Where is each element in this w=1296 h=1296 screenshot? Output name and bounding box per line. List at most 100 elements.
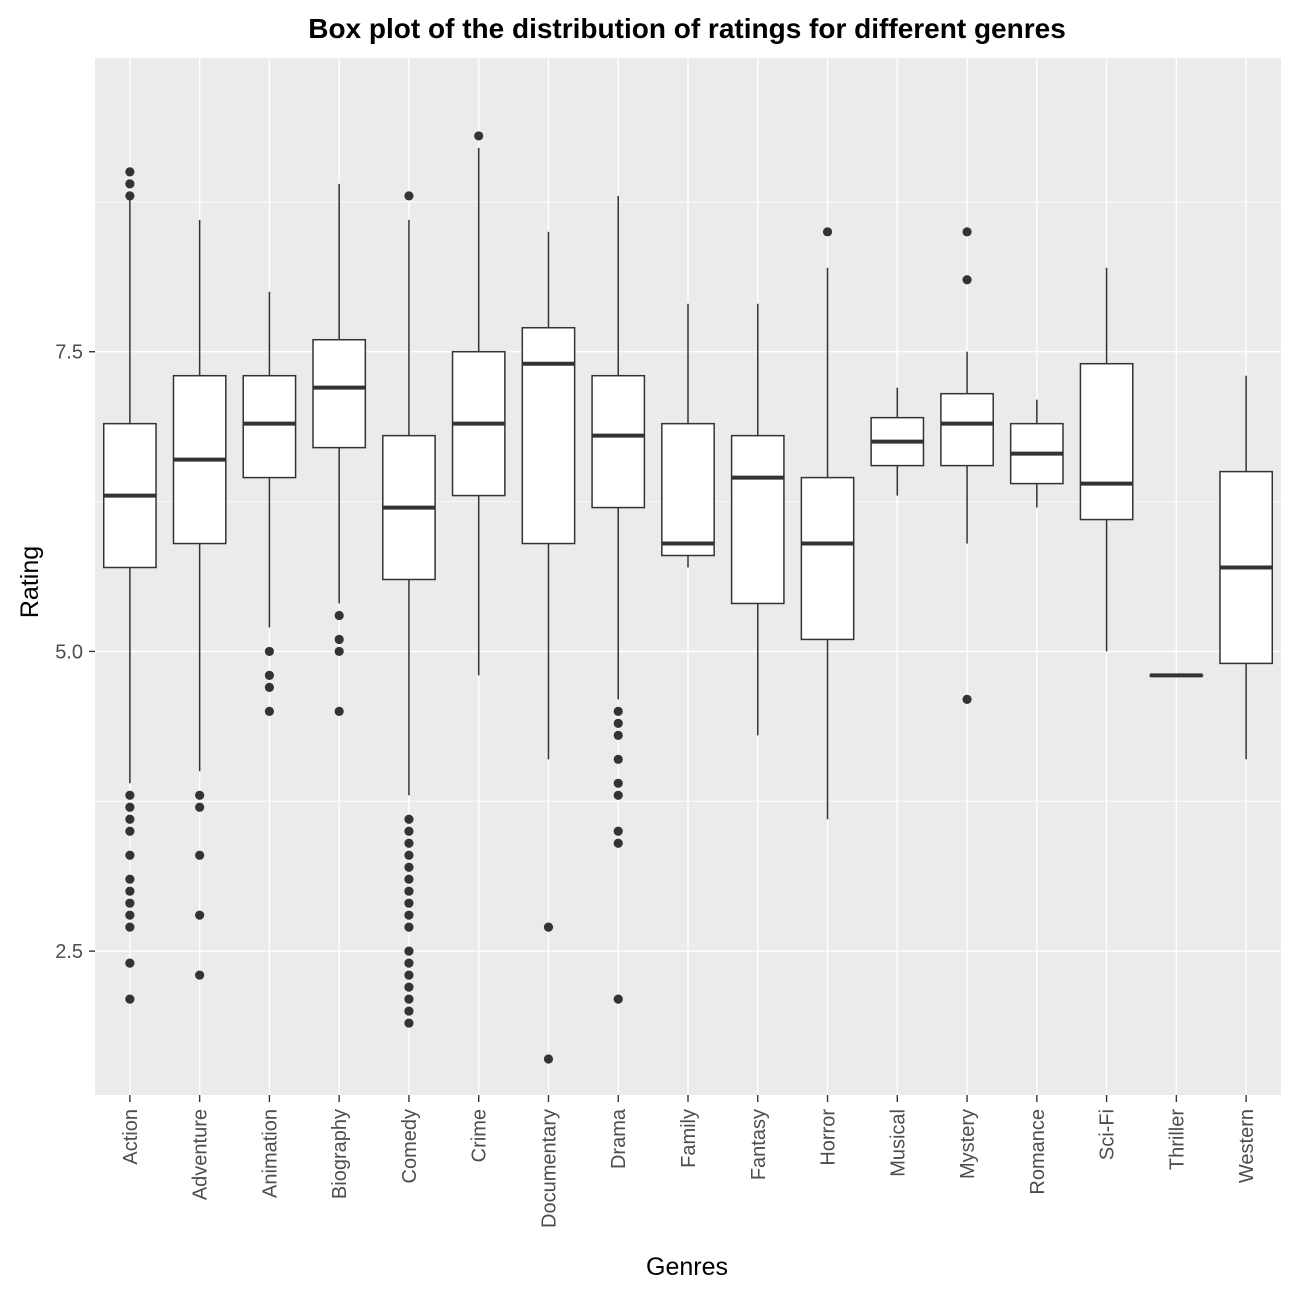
outlier-point xyxy=(125,898,135,908)
boxes-layer xyxy=(102,131,1274,1064)
outlier-point xyxy=(195,970,205,980)
iqr-box xyxy=(242,374,297,479)
x-tick-label: Mystery xyxy=(957,1109,979,1179)
box-family xyxy=(661,303,715,568)
x-tick-label: Romance xyxy=(1027,1109,1049,1195)
outlier-point xyxy=(404,922,414,932)
outlier-point xyxy=(404,910,414,920)
iqr-box xyxy=(591,374,646,509)
outlier-point xyxy=(613,778,623,788)
outlier-point xyxy=(543,922,554,932)
outlier-point xyxy=(962,694,972,704)
outlier-point xyxy=(404,898,414,908)
outlier-point xyxy=(613,718,623,728)
y-axis-title: Rating xyxy=(16,546,44,618)
y-axis: 2.5 5.0 7.5 xyxy=(55,342,95,963)
outlier-point xyxy=(613,790,623,800)
chart-title: Box plot of the distribution of ratings … xyxy=(308,13,1066,44)
outlier-point xyxy=(822,227,833,237)
outlier-point xyxy=(404,862,414,872)
outlier-point xyxy=(404,946,414,956)
x-tick-label: Musical xyxy=(887,1109,909,1177)
box-action xyxy=(102,167,157,1004)
x-tick-label: Crime xyxy=(469,1109,491,1162)
x-tick-label: Adventure xyxy=(190,1109,212,1200)
iqr-box xyxy=(312,338,367,449)
outlier-point xyxy=(404,982,414,992)
outlier-point xyxy=(334,706,344,716)
outlier-point xyxy=(404,850,414,860)
outlier-point xyxy=(404,1018,414,1028)
x-tick-label: Family xyxy=(678,1109,700,1168)
box-horror xyxy=(800,227,855,820)
outlier-point xyxy=(195,802,205,812)
box-sci-fi xyxy=(1079,267,1134,652)
outlier-point xyxy=(125,922,135,932)
outlier-point xyxy=(404,191,414,201)
outlier-point xyxy=(125,814,135,824)
iqr-box xyxy=(521,326,576,545)
box-mystery xyxy=(940,227,994,704)
box-adventure xyxy=(172,219,227,980)
outlier-point xyxy=(195,850,205,860)
y-tick-label: 2.5 xyxy=(55,941,83,963)
outlier-point xyxy=(404,1006,414,1016)
outlier-point xyxy=(264,670,275,681)
outlier-point xyxy=(613,838,623,848)
outlier-point xyxy=(404,838,414,848)
x-tick-label: Biography xyxy=(329,1109,351,1199)
outlier-point xyxy=(125,994,135,1004)
outlier-point xyxy=(404,826,414,836)
box-drama xyxy=(591,195,646,1004)
outlier-point xyxy=(613,730,623,740)
outlier-point xyxy=(404,970,414,980)
outlier-point xyxy=(404,874,414,884)
outlier-point xyxy=(125,886,135,896)
box-fantasy xyxy=(730,303,785,736)
iqr-box xyxy=(730,434,785,605)
outlier-point xyxy=(613,706,623,716)
box-western xyxy=(1219,375,1274,760)
x-tick-label: Comedy xyxy=(399,1109,421,1183)
iqr-box xyxy=(1079,362,1134,521)
outlier-point xyxy=(264,706,275,716)
outlier-point xyxy=(404,994,414,1004)
x-tick-label: Documentary xyxy=(538,1109,560,1228)
box-comedy xyxy=(382,191,436,1028)
outlier-point xyxy=(334,646,344,657)
outlier-point xyxy=(125,191,135,201)
outlier-point xyxy=(404,814,414,824)
outlier-point xyxy=(474,131,484,141)
x-tick-label: Thriller xyxy=(1166,1109,1188,1170)
x-axis-title: Genres xyxy=(646,1253,728,1281)
outlier-point xyxy=(125,826,135,836)
outlier-point xyxy=(125,874,135,884)
outlier-point xyxy=(125,910,135,920)
outlier-point xyxy=(962,275,972,285)
x-tick-label: Action xyxy=(120,1109,142,1165)
outlier-point xyxy=(264,646,275,657)
x-tick-label: Horror xyxy=(818,1109,840,1166)
box-documentary xyxy=(521,231,576,1064)
box-musical xyxy=(870,387,925,496)
outlier-point xyxy=(334,610,344,621)
outlier-point xyxy=(195,790,205,800)
x-axis: Action Adventure Animation Biography Comedy C… xyxy=(120,1095,1258,1228)
box-thriller xyxy=(1149,673,1204,678)
outlier-point xyxy=(543,1054,554,1064)
box-animation xyxy=(242,291,297,716)
outlier-point xyxy=(125,167,135,177)
outlier-point xyxy=(195,910,205,920)
outlier-point xyxy=(962,227,972,237)
outlier-point xyxy=(125,850,135,860)
outlier-point xyxy=(613,754,623,764)
x-tick-label: Animation xyxy=(259,1109,281,1198)
x-tick-label: Western xyxy=(1236,1109,1258,1183)
outlier-point xyxy=(264,682,275,692)
iqr-box xyxy=(661,422,715,557)
iqr-box xyxy=(940,392,994,467)
box-crime xyxy=(451,131,506,676)
y-tick-label: 5.0 xyxy=(55,641,83,663)
outlier-point xyxy=(404,958,414,968)
